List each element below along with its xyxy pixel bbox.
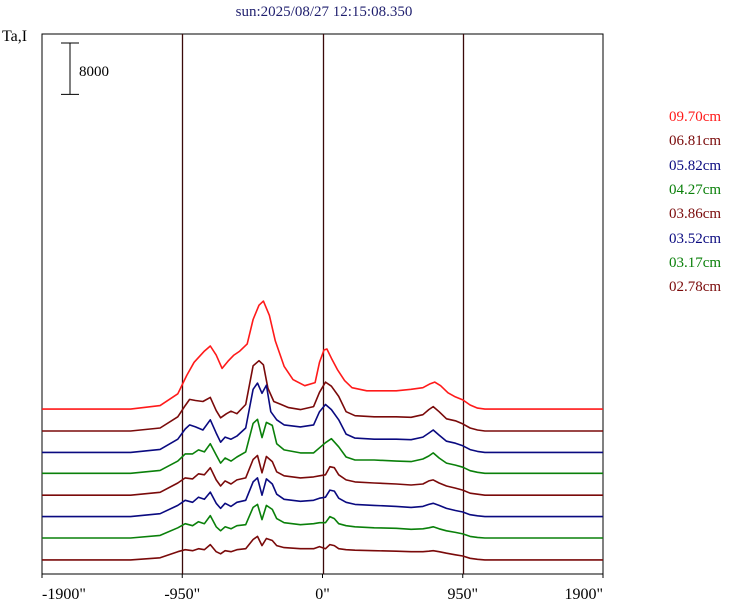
series-line-03.17cm [42,503,603,539]
legend-item-04.27cm: 04.27cm [669,181,722,198]
scale-bar-label: 8000 [79,64,109,80]
legend-item-02.78cm: 02.78cm [669,279,722,296]
scale-bar: 8000 [61,42,109,95]
plot-frame [41,33,604,575]
y-axis-label: Ta,I [2,28,28,45]
series-line-03.52cm [42,477,603,518]
series-line-04.27cm [42,418,603,475]
legend-item-03.52cm: 03.52cm [669,230,722,247]
series-line-09.70cm [42,300,603,410]
series-line-06.81cm [42,359,603,432]
legend-item-06.81cm: 06.81cm [669,133,722,150]
x-tick-label-0: -1900" [42,586,86,603]
legend-item-09.70cm: 09.70cm [669,109,722,125]
legend-item-03.17cm: 03.17cm [669,254,722,271]
chart-title: sun:2025/08/27 12:15:08.350 [235,4,413,20]
x-tick-label-3: 950" [447,586,478,603]
legend-item-03.86cm: 03.86cm [669,206,722,223]
x-tick-label-1: -950" [164,586,200,603]
series-line-03.86cm [42,454,603,497]
series-line-05.82cm [42,382,603,454]
x-tick-label-2: 0" [315,586,330,603]
x-tick-label-4: 1900" [564,586,603,603]
series-line-02.78cm [42,535,603,561]
legend-item-05.82cm: 05.82cm [669,157,722,174]
